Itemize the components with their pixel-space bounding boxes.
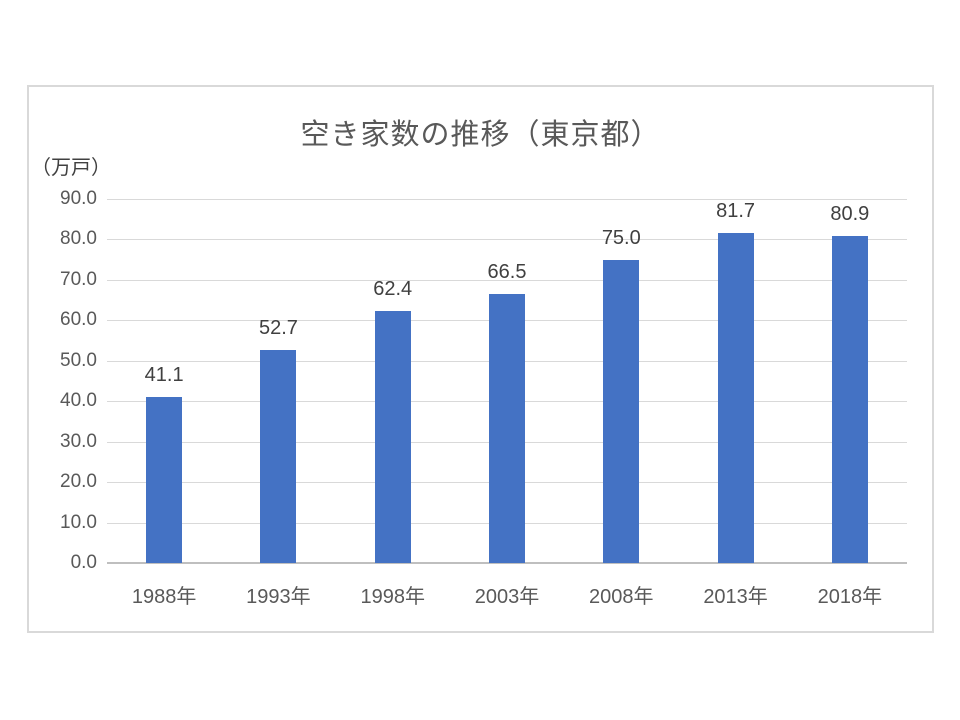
x-axis-tick-label: 1998年: [360, 586, 425, 608]
y-axis-tick-label: 80.0: [60, 228, 97, 250]
y-axis-tick-label: 20.0: [60, 471, 97, 493]
bar-2003年: [489, 294, 525, 563]
x-axis-tick-label: 2018年: [817, 586, 883, 608]
y-axis-tick-label: 60.0: [60, 309, 97, 331]
data-label: 66.5: [487, 261, 527, 284]
data-label: 80.9: [830, 202, 870, 225]
bar-2018年: [831, 235, 868, 563]
chart-title: 空き家数の推移（東京都）: [300, 119, 661, 151]
bar-1998年: [374, 310, 411, 563]
data-label: 75.0: [601, 226, 641, 249]
plot-area: 90.0 80.0 70.0 60.0 50.0 40.0 30.0 20.0 10.0 0.0 4…: [29, 87, 932, 631]
bar-1988年: [146, 396, 183, 563]
y-axis-tick-label: 90.0: [60, 188, 97, 209]
x-axis-tick-label: 2008年: [589, 586, 654, 608]
y-axis-tick-label: 10.0: [60, 511, 97, 533]
data-label: 52.7: [258, 316, 298, 339]
y-gridline: [107, 239, 907, 241]
bar-2013年: [717, 232, 754, 563]
bar-2008年: [603, 259, 640, 563]
bar-1993年: [260, 349, 297, 563]
y-gridline: [107, 199, 907, 200]
data-label: 41.1: [144, 363, 184, 386]
y-axis-tick-label: 0.0: [70, 552, 97, 573]
y-axis-tick-label: 50.0: [60, 349, 97, 371]
x-axis-tick-label: 1993年: [246, 586, 311, 608]
x-axis-tick-label: 2003年: [474, 586, 540, 608]
x-axis-line: [107, 562, 907, 564]
data-label: 81.7: [716, 199, 756, 222]
y-axis-unit-label: （万戸）: [31, 157, 111, 179]
y-axis-tick-label: 40.0: [60, 390, 97, 412]
y-axis-tick-label: 70.0: [60, 268, 97, 290]
y-gridline: [107, 279, 907, 281]
x-axis-tick-label: 2013年: [703, 586, 768, 608]
x-axis-tick-label: 1988年: [131, 586, 197, 608]
chart-object[interactable]: 空き家数の推移（東京都） （万戸） 90.0 80.0 70.0 60.0 50.0 40…: [27, 85, 934, 633]
data-label: 62.4: [373, 277, 413, 300]
y-axis-tick-label: 30.0: [60, 430, 97, 452]
